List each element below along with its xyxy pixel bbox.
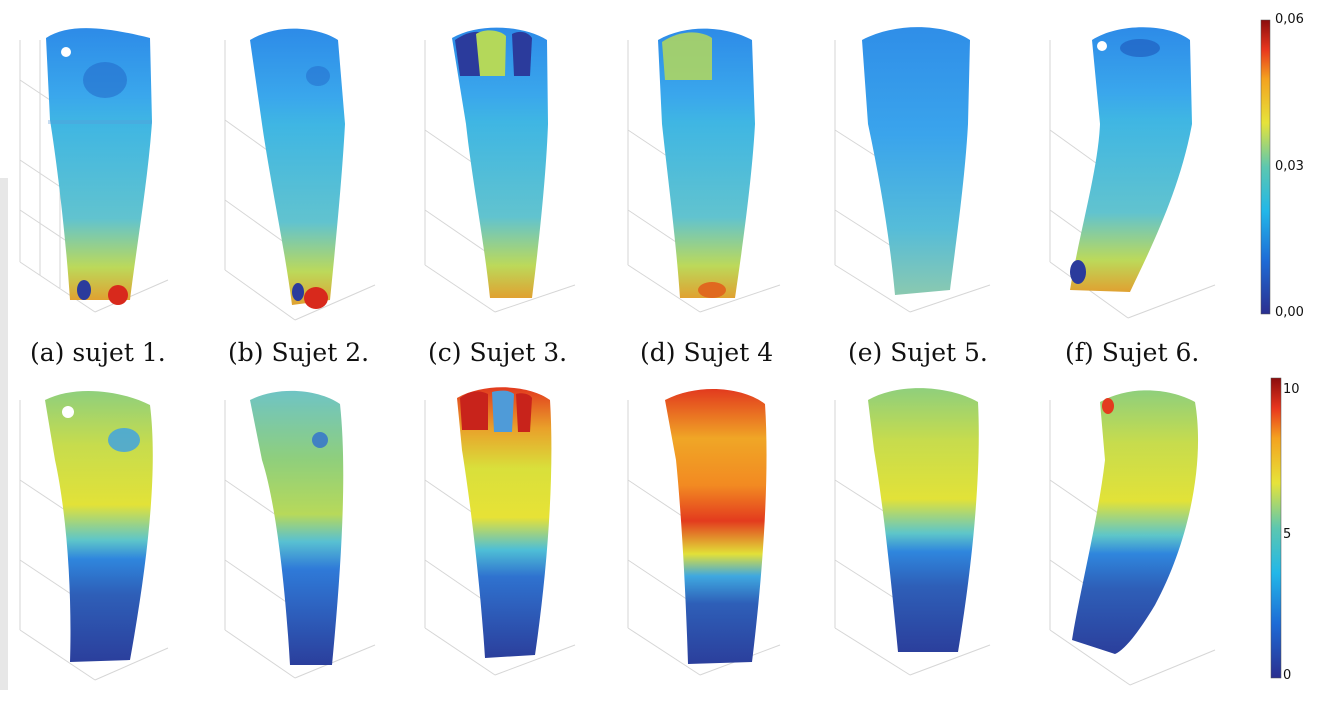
colorbar-bottom [1270,377,1282,679]
caption-c: (c) Sujet 3. [428,338,568,367]
plot-c-bottom [424,387,576,676]
colorbar-top-min: 0,00 [1275,305,1304,320]
plot-b-bottom [224,390,376,679]
colorbar-top [1260,19,1271,315]
colorbar-top-max: 0,06 [1275,12,1304,27]
colorbar-top-mid: 0,03 [1275,159,1304,174]
colorbar-bottom-min: 0 [1283,668,1292,683]
caption-b: (b) Sujet 2. [228,338,370,367]
colorbar-bottom-mid: 5 [1283,527,1292,542]
plot-e-top [834,27,991,313]
plot-b-top [224,28,376,321]
colorbar-bottom-max: 10 [1283,382,1300,397]
caption-a: (a) sujet 1. [30,338,166,367]
plot-d-bottom [627,388,781,676]
plot-f-bottom [1049,390,1216,686]
plot-a-top [19,28,169,313]
left-edge-strip [0,178,8,690]
plot-f-top [1049,27,1216,319]
plot-e-bottom [834,388,991,676]
caption-f: (f) Sujet 6. [1065,338,1200,367]
plot-d-top [627,28,781,313]
caption-d: (d) Sujet 4 [640,338,774,367]
caption-e: (e) Sujet 5. [848,338,988,367]
plot-a-bottom [19,390,169,681]
plot-c-top [424,27,576,313]
